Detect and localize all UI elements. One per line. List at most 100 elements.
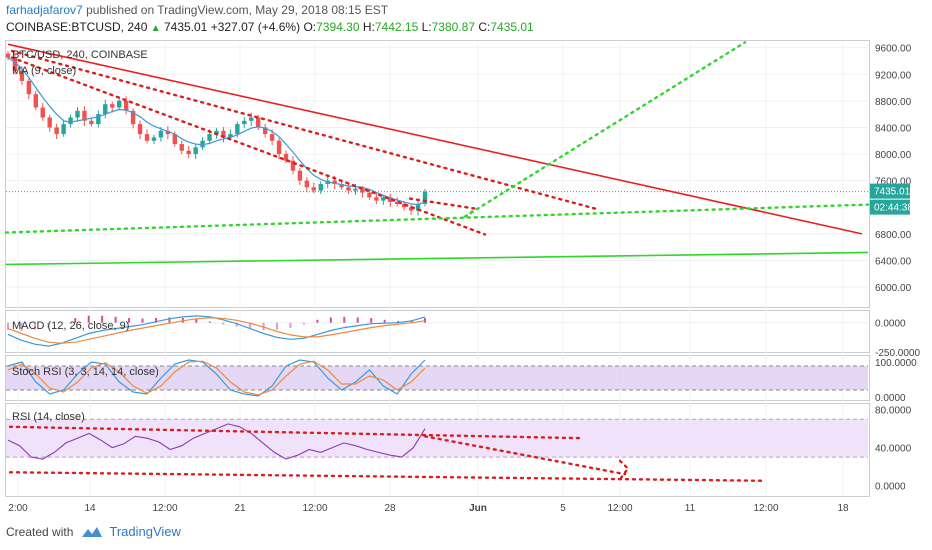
time-tick-label: 28: [384, 503, 396, 514]
candle-body: [269, 134, 275, 141]
close-label: C:: [478, 20, 491, 34]
low-label: L:: [421, 20, 432, 34]
pane-labels: BTC/USD, 240, COINBASE MA (9, close) MACD …: [12, 49, 159, 423]
candle-body: [422, 191, 428, 204]
price-tick-label: 8800.00: [875, 97, 912, 108]
candle-body: [193, 147, 198, 155]
candle-body: [228, 134, 233, 138]
low-value: 7380.87: [431, 20, 475, 34]
candle-body: [408, 207, 414, 211]
macd-tick-label: -250.0000: [875, 348, 920, 359]
open-label: O:: [303, 20, 317, 34]
drawings-layer: [4, 41, 870, 266]
candle-body: [26, 80, 32, 95]
candle-body: [221, 130, 226, 138]
candle-body: [339, 183, 344, 188]
close-value: 7435.01: [490, 20, 534, 34]
footer: Created with TradingView: [6, 524, 181, 539]
candle-body: [381, 197, 386, 201]
tradingview-brand-link[interactable]: TradingView: [109, 524, 181, 539]
candle-body: [172, 134, 177, 145]
rsi-pane: [5, 403, 870, 497]
time-tick-label: Jun: [469, 503, 487, 514]
candle-body: [61, 124, 66, 135]
pane-frames: [5, 40, 870, 497]
macd-layer: [6, 315, 868, 347]
candle-body: [304, 180, 310, 188]
rsi-pane-title: RSI (14, close): [12, 411, 85, 423]
countdown-badge: [870, 199, 910, 215]
rsi-dotted-mid: [423, 435, 627, 476]
dotted-red-channel-lower: [10, 56, 487, 236]
high-label: H:: [362, 20, 375, 34]
signal-line: [7, 317, 426, 344]
macd-pane-title: MACD (12, 26, close, 9): [12, 320, 129, 332]
rsi-tick-label: 80.0000: [875, 406, 912, 417]
rsi-band: [6, 419, 868, 458]
high-value: 7442.15: [374, 20, 419, 34]
time-axis: 2:00 14 12:00 21 12:00 28 Jun 5 12:00 11 12:00 18: [8, 503, 849, 514]
candle-body: [186, 150, 191, 155]
stoch-tick-label: 0.0000: [875, 393, 906, 404]
candle-body: [82, 110, 87, 121]
price-tick-label: 6000.00: [875, 283, 912, 294]
stoch-d-line: [7, 360, 426, 396]
candles-layer: [5, 50, 868, 216]
candle-body: [207, 134, 212, 141]
candle-body: [19, 70, 25, 81]
rsi-dotted-zigzag: [618, 459, 630, 480]
stoch-layer: [6, 359, 868, 397]
last-price-badge-label: 7435.01: [874, 187, 911, 198]
tradingview-logo-icon: [81, 525, 103, 539]
candle-body: [242, 120, 247, 125]
candle-body: [130, 110, 136, 125]
symbol-info: COINBASE:BTCUSD, 240 ▲ 7435.01 +327.07 (…: [6, 20, 534, 34]
price-change: +327.07 (+4.6%): [210, 20, 301, 34]
rsi-layer: [6, 418, 868, 482]
price-tick-label: 8000.00: [875, 150, 912, 161]
open-value: 7394.30: [316, 20, 360, 34]
candle-body: [75, 110, 80, 118]
last-price: 7435.01: [163, 20, 208, 34]
price-tick-label: 6400.00: [875, 256, 912, 267]
candle-body: [262, 127, 268, 135]
candle-body: [103, 104, 108, 115]
created-with-text: Created with: [6, 524, 74, 539]
candle-body: [388, 197, 393, 202]
candle-body: [235, 124, 240, 135]
candle-body: [346, 187, 351, 191]
stoch-k-line: [7, 359, 426, 397]
countdown-badge-label: 02:44:38: [874, 203, 913, 214]
candle-body: [117, 100, 122, 108]
candle-body: [374, 197, 379, 201]
candle-body: [137, 124, 143, 135]
candle-body: [96, 114, 101, 125]
candle-body: [401, 203, 407, 208]
candle-body: [200, 140, 205, 148]
candle-body: [47, 117, 52, 128]
rsi-dotted-upper: [8, 425, 582, 440]
price-pane: [5, 40, 870, 308]
stoch-band: [6, 366, 868, 390]
price-tick-label: 8400.00: [875, 123, 912, 134]
candle-body: [165, 130, 171, 135]
symbol-label: COINBASE:BTCUSD, 240: [6, 20, 148, 34]
rsi-tick-label: 0.0000: [875, 482, 906, 493]
time-tick-label: 11: [685, 503, 696, 514]
price-tick-label: 9600.00: [875, 44, 912, 55]
dotted-green-projection: [463, 41, 747, 218]
ma-indicator-label: MA (9, close): [12, 65, 76, 77]
candle-body: [256, 117, 261, 128]
price-tick-label: 6800.00: [875, 230, 912, 241]
macd-tick-label: 0.0000: [875, 319, 906, 330]
time-tick-label: 14: [84, 503, 96, 514]
time-tick-label: 2:00: [8, 503, 28, 514]
time-tick-label: 12:00: [302, 503, 327, 514]
candle-body: [33, 94, 38, 108]
price-tick-label: 7600.00: [875, 177, 912, 188]
candle-body: [395, 201, 400, 204]
author-link[interactable]: farhadjafarov7: [6, 3, 83, 17]
publish-info: farhadjafarov7 published on TradingView.…: [6, 3, 388, 17]
candle-body: [68, 117, 73, 125]
